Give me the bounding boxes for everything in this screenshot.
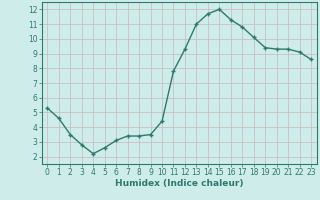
X-axis label: Humidex (Indice chaleur): Humidex (Indice chaleur) [115, 179, 244, 188]
